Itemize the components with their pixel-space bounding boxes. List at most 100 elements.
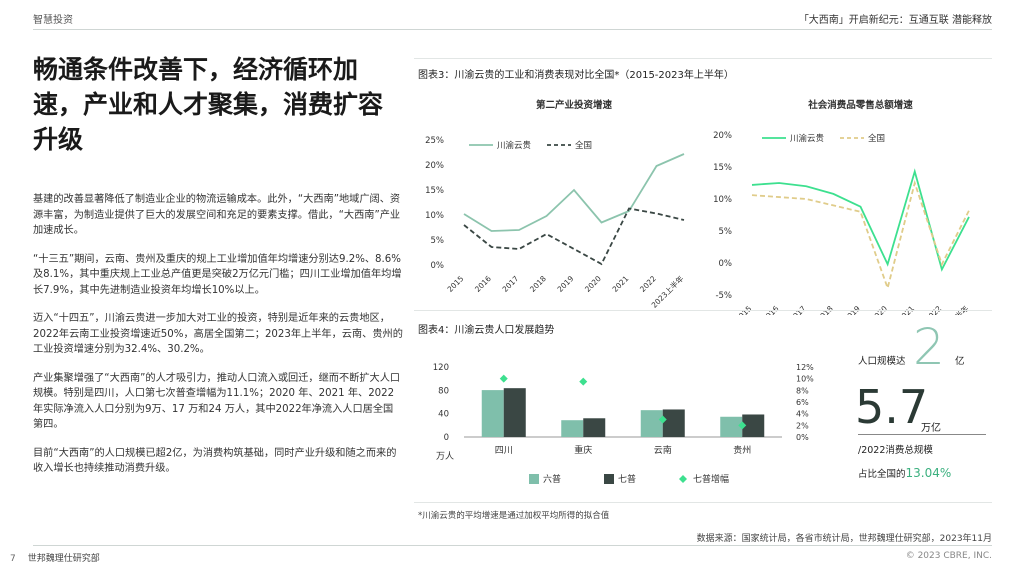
page-headline: 畅通条件改善下，经济循环加速，产业和人才聚集，消费扩容升级 (33, 55, 384, 154)
figure3-top-rule (414, 58, 992, 59)
y-tick-label: 20% (425, 161, 444, 171)
marker-七普增幅 (499, 374, 508, 383)
x-tick-label: 2022 (638, 274, 658, 294)
y2-tick-label: 6% (796, 398, 809, 407)
footer-org: 世邦魏理仕研究部 (27, 554, 100, 564)
x-category-label: 贵州 (733, 444, 751, 456)
x-tick-label: 2017 (788, 304, 808, 315)
bar-六普 (640, 410, 663, 437)
page-number: 7 (10, 554, 16, 564)
x-tick-label: 2020 (869, 304, 889, 315)
series-line-1 (751, 168, 970, 272)
x-tick-label: 2019 (556, 274, 576, 294)
population-value: 2 (913, 318, 945, 376)
header-divider (33, 29, 992, 30)
y2-tick-label: 10% (796, 375, 814, 384)
population-unit: 亿 (955, 356, 965, 367)
bar-六普 (720, 416, 743, 437)
paragraph-5: 目前“大西南”的人口规模已超2亿，为消费构筑基础，同时产业升级和随之而来的收入增… (33, 447, 397, 475)
paragraph-4: 产业集聚增强了“大西南”的人才吸引力，推动人口流入或回迁，继而不断扩大人口规模。… (33, 372, 401, 431)
bar-七普 (503, 388, 526, 437)
chart-industry-investment: 第二产业投资增速 0% 5% 10% 15% 20% 25% 2015 2016 2017 2018… (425, 99, 686, 310)
bar-七普 (742, 414, 765, 437)
x-category-label: 四川 (495, 446, 513, 456)
bar-六普 (561, 420, 584, 437)
legend-swatch-1 (529, 474, 539, 484)
section-label: 智慧投资 (33, 15, 73, 26)
body-text: 基建的改善显著降低了制造业企业的物流运输成本。此外，“大西南”地域广阔、资源丰富… (33, 192, 403, 490)
y-tick-label: 20% (713, 131, 732, 141)
bar-六普 (481, 390, 504, 437)
x-tick-label: 2021 (896, 304, 916, 315)
legend-label-2: 全国 (868, 133, 885, 144)
bar-七普 (583, 418, 606, 437)
y-tick-label: 15% (425, 186, 444, 196)
y-tick-label: -5% (715, 291, 732, 301)
legend-swatch-2 (604, 474, 614, 484)
share-label: 占比全国的13.04% (858, 466, 951, 480)
y-tick-label: 0% (431, 261, 445, 271)
y-tick-label: 10% (713, 195, 732, 205)
y-tick-label: 5% (431, 236, 445, 246)
legend-label-1: 川渝云贵 (790, 133, 825, 144)
y-tick-label: 0 (444, 433, 449, 443)
y-tick-label: 5% (719, 227, 733, 237)
series-line-2 (463, 207, 685, 266)
y-tick-label: 40 (438, 410, 449, 420)
x-category-label: 重庆 (574, 444, 592, 456)
population-label: 人口规模达 (858, 356, 906, 367)
y-tick-label: 0% (719, 259, 733, 269)
x-tick-label: 2018 (815, 304, 835, 315)
footer-divider (33, 545, 992, 546)
figure4-title: 图表4：川渝云贵人口发展趋势 (418, 325, 555, 336)
legend-label-1: 川渝云贵 (497, 140, 532, 151)
marker-七普增幅 (738, 421, 747, 430)
x-tick-label: 2021 (611, 274, 631, 294)
paragraph-3: 迈入“十四五”，川渝云贵进一步加大对工业的投资，特别是近年来的云贵地区，2022… (33, 313, 403, 355)
x-tick-label: 2017 (501, 274, 521, 294)
y-tick-label: 10% (425, 211, 444, 221)
y-tick-label: 120 (433, 363, 449, 373)
x-tick-label: 2016 (473, 274, 493, 294)
legend-label-2: 全国 (575, 140, 592, 151)
legend-label-2: 七普 (618, 473, 636, 485)
series-line-2 (751, 179, 970, 292)
x-tick-label: 2015 (446, 274, 466, 294)
legend-label-3: 七普增幅 (693, 473, 729, 485)
bar-七普 (662, 409, 685, 437)
y2-tick-label: 4% (796, 410, 809, 419)
marker-七普增幅 (658, 415, 667, 424)
share-value: 13.04% (905, 466, 952, 480)
y-tick-label: 25% (425, 136, 444, 146)
share-label-text: 占比全国的 (858, 469, 906, 480)
footnote-rule (414, 502, 992, 503)
paragraph-1: 基建的改善显著降低了制造业企业的物流运输成本。此外，“大西南”地域广阔、资源丰富… (33, 194, 401, 236)
y2-tick-label: 8% (796, 386, 809, 395)
x-tick-label: 2015 (734, 304, 754, 315)
marker-七普增幅 (579, 377, 588, 386)
report-title: 「大西南」开启新纪元：互通互联 潜能释放 (798, 15, 992, 26)
consumption-value: 5.7 (855, 380, 929, 434)
y2-tick-label: 0% (796, 433, 809, 442)
consumption-divider (858, 434, 986, 435)
chart-title: 社会消费品零售总额增速 (807, 99, 913, 111)
y-tick-label: 80 (438, 386, 449, 396)
consumption-unit: 万亿 (921, 423, 941, 434)
paragraph-2: “十三五”期间，云南、贵州及重庆的规上工业增加值年均增速分别达9.2%、8.6%… (33, 253, 402, 296)
y2-tick-label: 2% (796, 421, 809, 430)
y2-tick-label: 12% (796, 363, 814, 372)
y-unit-label: 万人 (436, 451, 454, 462)
legend-swatch-3 (679, 475, 687, 483)
data-source: 数据来源：国家统计局，各省市统计局，世邦魏理仕研究部，2023年11月 (696, 534, 992, 544)
consumption-label: /2022消费总规模 (858, 445, 933, 456)
series-line-1 (463, 153, 685, 232)
x-tick-label: 2019 (842, 304, 862, 315)
x-tick-label: 2020 (583, 274, 603, 294)
x-category-label: 云南 (654, 444, 672, 456)
x-tick-label: 2018 (528, 274, 548, 294)
footer-left: 7 世邦魏理仕研究部 (10, 551, 100, 564)
figure3-title: 图表3：川渝云贵的工业和消费表现对比全国*（2015-2023年上半年） (418, 70, 734, 81)
figure4-top-rule (414, 310, 992, 311)
x-tick-label: 2022 (923, 304, 943, 315)
